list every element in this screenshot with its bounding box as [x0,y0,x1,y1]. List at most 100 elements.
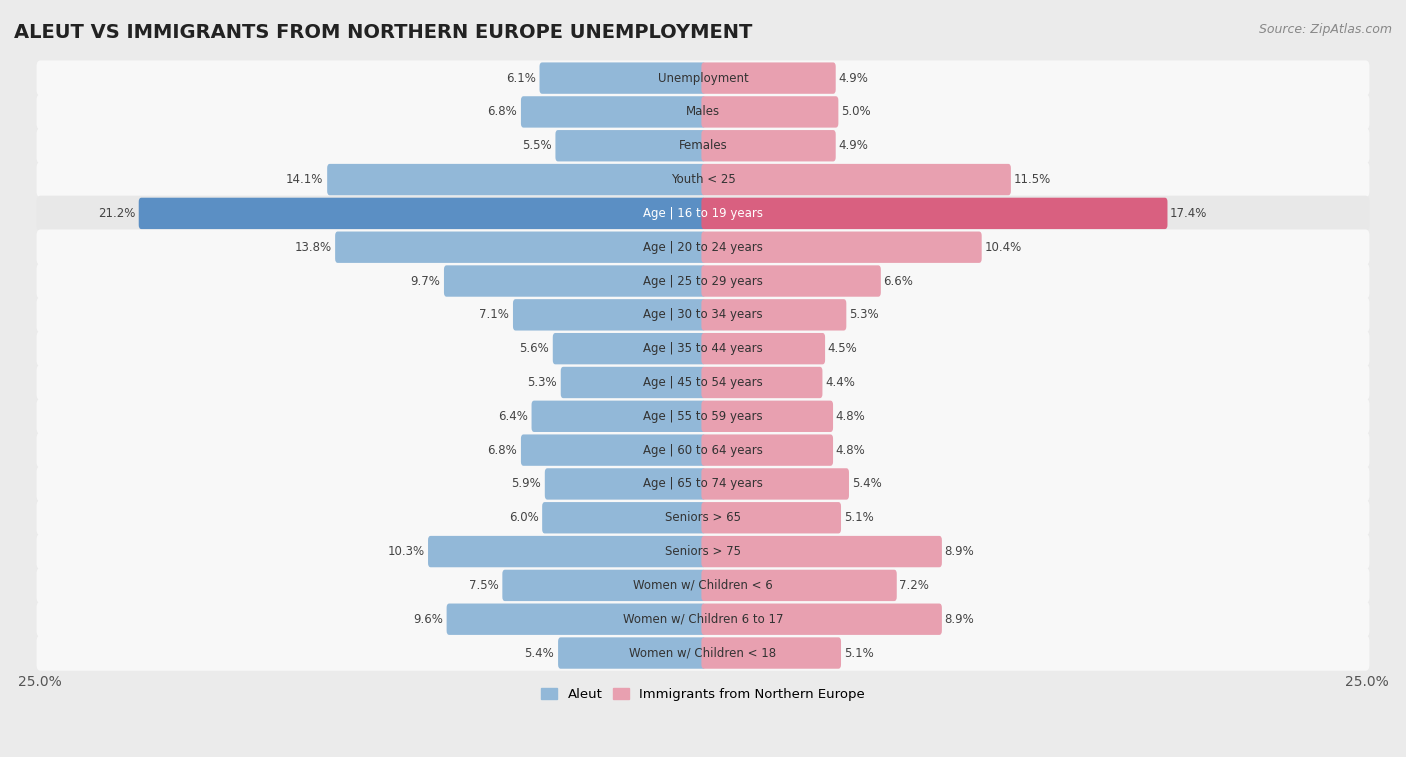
Text: Women w/ Children 6 to 17: Women w/ Children 6 to 17 [623,612,783,626]
Text: 4.4%: 4.4% [825,376,855,389]
FancyBboxPatch shape [37,365,1369,400]
FancyBboxPatch shape [37,602,1369,637]
FancyBboxPatch shape [328,164,706,195]
FancyBboxPatch shape [702,367,823,398]
Text: Age | 20 to 24 years: Age | 20 to 24 years [643,241,763,254]
Text: Males: Males [686,105,720,118]
FancyBboxPatch shape [427,536,706,567]
FancyBboxPatch shape [702,198,1167,229]
FancyBboxPatch shape [702,400,832,432]
Text: Age | 30 to 34 years: Age | 30 to 34 years [643,308,763,321]
Text: Unemployment: Unemployment [658,72,748,85]
FancyBboxPatch shape [702,62,835,94]
Text: 6.0%: 6.0% [509,511,538,525]
Text: 5.0%: 5.0% [841,105,870,118]
FancyBboxPatch shape [37,500,1369,535]
Text: 4.9%: 4.9% [838,72,869,85]
Text: 5.4%: 5.4% [524,646,554,659]
Text: 6.8%: 6.8% [488,444,517,456]
FancyBboxPatch shape [702,333,825,364]
FancyBboxPatch shape [702,603,942,635]
FancyBboxPatch shape [37,297,1369,332]
FancyBboxPatch shape [702,164,1011,195]
Text: 10.4%: 10.4% [984,241,1022,254]
FancyBboxPatch shape [702,469,849,500]
FancyBboxPatch shape [37,229,1369,265]
FancyBboxPatch shape [37,399,1369,434]
FancyBboxPatch shape [513,299,706,331]
FancyBboxPatch shape [37,534,1369,569]
Text: Source: ZipAtlas.com: Source: ZipAtlas.com [1258,23,1392,36]
FancyBboxPatch shape [543,502,706,534]
Text: 6.1%: 6.1% [506,72,536,85]
Text: 7.1%: 7.1% [479,308,509,321]
FancyBboxPatch shape [702,502,841,534]
FancyBboxPatch shape [444,266,706,297]
Text: 5.5%: 5.5% [522,139,551,152]
FancyBboxPatch shape [702,637,841,668]
Text: 9.6%: 9.6% [413,612,443,626]
FancyBboxPatch shape [522,435,706,466]
Text: 5.1%: 5.1% [844,646,873,659]
Text: 8.9%: 8.9% [945,545,974,558]
Text: 5.3%: 5.3% [527,376,557,389]
Text: Age | 25 to 29 years: Age | 25 to 29 years [643,275,763,288]
Text: Age | 60 to 64 years: Age | 60 to 64 years [643,444,763,456]
Text: Age | 65 to 74 years: Age | 65 to 74 years [643,478,763,491]
FancyBboxPatch shape [37,61,1369,96]
Text: 5.3%: 5.3% [849,308,879,321]
FancyBboxPatch shape [139,198,706,229]
Text: 17.4%: 17.4% [1170,207,1208,220]
FancyBboxPatch shape [37,162,1369,198]
FancyBboxPatch shape [37,94,1369,129]
Text: Age | 45 to 54 years: Age | 45 to 54 years [643,376,763,389]
FancyBboxPatch shape [447,603,706,635]
Text: 5.9%: 5.9% [512,478,541,491]
Text: Age | 35 to 44 years: Age | 35 to 44 years [643,342,763,355]
FancyBboxPatch shape [553,333,706,364]
FancyBboxPatch shape [702,435,832,466]
Text: 4.8%: 4.8% [835,444,866,456]
FancyBboxPatch shape [37,635,1369,671]
FancyBboxPatch shape [544,469,706,500]
Text: 10.3%: 10.3% [387,545,425,558]
Text: Youth < 25: Youth < 25 [671,173,735,186]
FancyBboxPatch shape [522,96,706,128]
Text: Age | 16 to 19 years: Age | 16 to 19 years [643,207,763,220]
FancyBboxPatch shape [702,266,880,297]
Text: 6.6%: 6.6% [883,275,914,288]
Text: Women w/ Children < 6: Women w/ Children < 6 [633,579,773,592]
Text: 7.2%: 7.2% [900,579,929,592]
FancyBboxPatch shape [702,232,981,263]
FancyBboxPatch shape [702,299,846,331]
Text: 4.9%: 4.9% [838,139,869,152]
FancyBboxPatch shape [37,128,1369,164]
Text: Seniors > 65: Seniors > 65 [665,511,741,525]
Text: 21.2%: 21.2% [97,207,135,220]
Text: 11.5%: 11.5% [1014,173,1050,186]
FancyBboxPatch shape [561,367,706,398]
FancyBboxPatch shape [37,195,1369,231]
FancyBboxPatch shape [37,331,1369,366]
Text: 14.1%: 14.1% [285,173,323,186]
Text: 6.4%: 6.4% [498,410,527,423]
FancyBboxPatch shape [335,232,706,263]
Text: Women w/ Children < 18: Women w/ Children < 18 [630,646,776,659]
FancyBboxPatch shape [37,568,1369,603]
Text: 6.8%: 6.8% [488,105,517,118]
FancyBboxPatch shape [558,637,706,668]
Text: ALEUT VS IMMIGRANTS FROM NORTHERN EUROPE UNEMPLOYMENT: ALEUT VS IMMIGRANTS FROM NORTHERN EUROPE… [14,23,752,42]
Text: 13.8%: 13.8% [294,241,332,254]
FancyBboxPatch shape [555,130,706,161]
FancyBboxPatch shape [37,432,1369,468]
FancyBboxPatch shape [540,62,706,94]
FancyBboxPatch shape [37,263,1369,299]
Text: 4.5%: 4.5% [828,342,858,355]
Text: Seniors > 75: Seniors > 75 [665,545,741,558]
FancyBboxPatch shape [531,400,706,432]
Text: 4.8%: 4.8% [835,410,866,423]
Text: 9.7%: 9.7% [411,275,440,288]
FancyBboxPatch shape [702,96,838,128]
Text: 5.6%: 5.6% [519,342,550,355]
Text: 5.1%: 5.1% [844,511,873,525]
